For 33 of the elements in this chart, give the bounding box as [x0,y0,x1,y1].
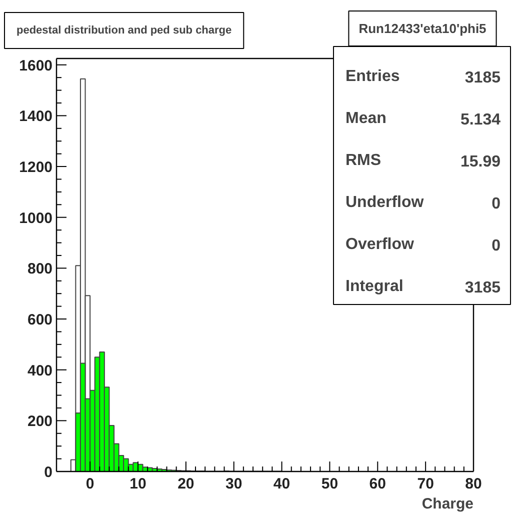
x-tick-label: 30 [226,476,242,492]
x-tick-label: 80 [465,476,482,492]
text: 0 [492,196,501,212]
y-tick-label: 1200 [19,159,53,176]
text: 0 [492,238,501,254]
x-tick-label: 10 [130,476,146,492]
x-tick-label: 0 [86,476,94,492]
text: Run12433'eta10'phi5 [358,21,486,36]
y-tick-label: 0 [44,464,52,481]
x-tick-label: 70 [417,476,434,492]
annotation: RMS [346,152,382,169]
x-tick-label: 40 [273,476,290,492]
annotation: Entries [346,68,400,85]
annotation: 3185 [464,280,501,296]
annotation: Underflow [346,194,424,211]
x-axis-title: Charge [422,496,474,512]
x-tick-label: 60 [369,476,386,492]
y-tick-label: 200 [27,413,53,430]
y-tick-label: 1400 [19,108,53,126]
chart-title: pedestal distribution and ped sub charge [16,24,232,36]
y-tick-label: 400 [27,362,53,380]
y-tick-label: 800 [27,260,53,278]
y-tick-label: 600 [27,312,53,329]
y-tick-label: 1000 [19,210,53,227]
annotation: Overflow [346,236,415,253]
annotation: Mean [346,110,386,127]
x-tick-label: 20 [178,476,194,492]
annotation: 15.99 [460,154,501,170]
annotation: Integral [346,278,404,295]
x-tick-label: 50 [321,476,338,492]
y-tick-label: 1600 [19,57,53,74]
annotation: 3185 [464,70,501,86]
annotation: 5.134 [460,112,501,128]
